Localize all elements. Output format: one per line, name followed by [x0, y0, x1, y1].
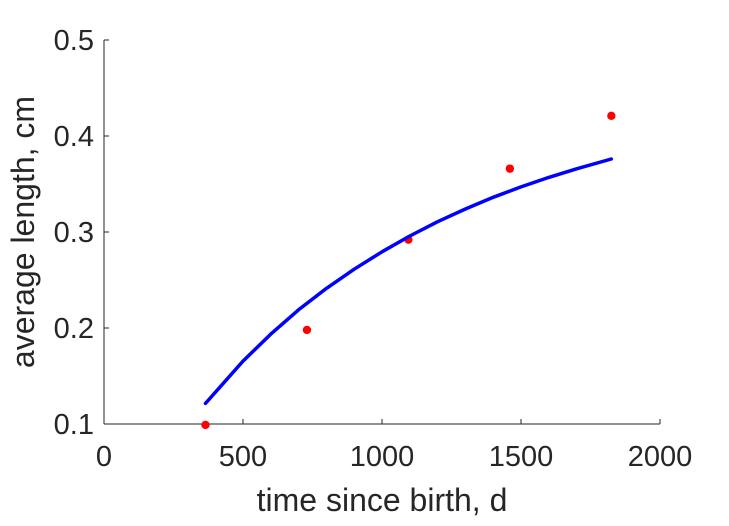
y-tick-label: 0.3 — [54, 217, 94, 249]
data-point — [607, 111, 616, 121]
x-tick-label: 0 — [96, 441, 112, 473]
data-point — [505, 164, 515, 173]
data-point — [302, 325, 312, 335]
series-layer — [201, 111, 616, 430]
y-tick-label: 0.5 — [54, 25, 94, 57]
x-tick-label: 500 — [219, 441, 267, 473]
data-point — [201, 420, 210, 430]
x-axis-label: time since birth, d — [257, 482, 508, 518]
x-tick-label: 2000 — [628, 441, 693, 473]
y-tick-label: 0.4 — [54, 121, 94, 153]
x-tick-label: 1000 — [350, 441, 415, 473]
fit-curve-line — [203, 157, 614, 406]
y-axis-label: average length, cm — [5, 96, 41, 368]
x-tick-label: 1500 — [489, 441, 554, 473]
axes-layer: 0 500 1000 1500 2000 0.1 0.2 0.3 0.4 0.5 — [54, 25, 693, 473]
y-tick-label: 0.2 — [54, 313, 94, 345]
labels-layer: time since birth, d average length, cm — [5, 96, 507, 518]
y-tick-label: 0.1 — [54, 409, 94, 441]
